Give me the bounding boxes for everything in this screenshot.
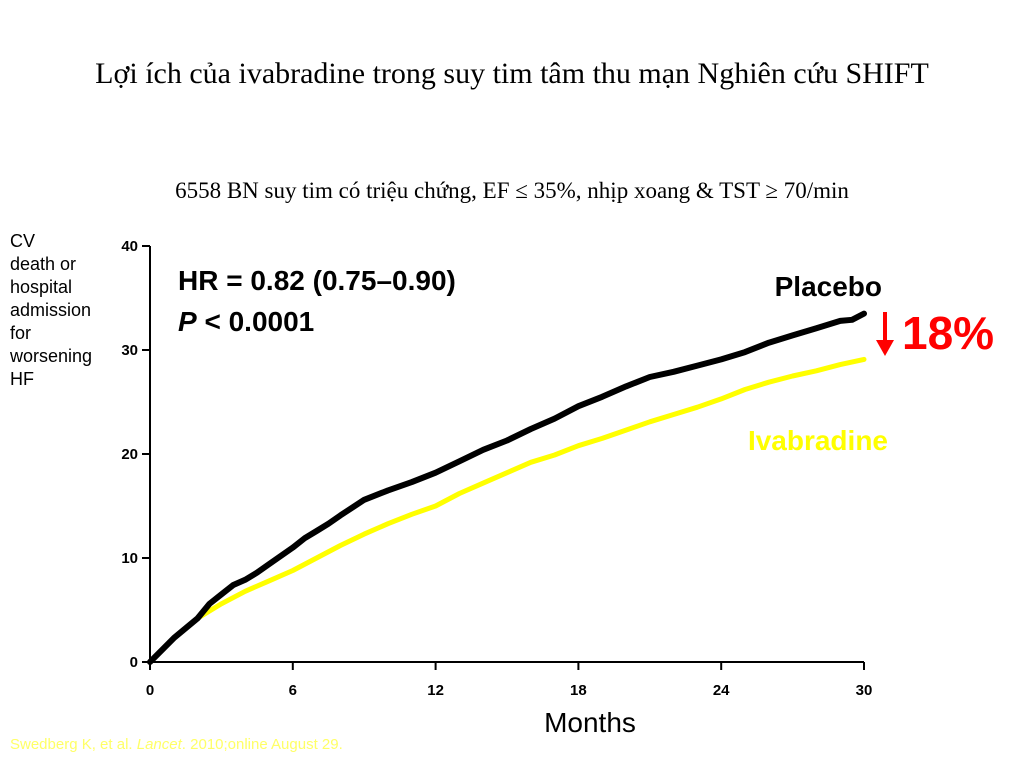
y-axis-label-line: for [10, 323, 32, 343]
chart-axes: 0 10 20 30 40 0 6 12 18 24 30 [121, 238, 872, 699]
y-tick-label: 0 [130, 654, 138, 671]
y-axis-label: CV death or hospital admission for worse… [10, 230, 120, 391]
y-axis-label-line: admission [10, 300, 92, 320]
x-axis-title: Months [544, 707, 636, 738]
x-tick-label: 24 [713, 682, 730, 699]
hazard-ratio-text: HR = 0.82 (0.75–0.90) [178, 265, 456, 296]
slide-subtitle: 6558 BN suy tim có triệu chứng, EF ≤ 35%… [175, 178, 849, 203]
x-tick-label: 0 [146, 682, 154, 699]
source-authors: Swedberg K, et al. [10, 736, 137, 753]
series-line-ivabradine [147, 356, 867, 665]
series-line-placebo [147, 310, 867, 665]
y-axis-label-line: CV [10, 231, 36, 251]
y-tick-label: 20 [121, 446, 138, 463]
y-axis-label-line: worsening [10, 346, 93, 366]
source-details: . 2010;online August 29. [181, 736, 343, 753]
y-axis-label-line: hospital [10, 277, 73, 297]
y-tick-label: 40 [121, 238, 138, 255]
x-tick-label: 6 [289, 682, 297, 699]
chart-series [147, 310, 867, 665]
series-label-placebo: Placebo [775, 271, 882, 302]
y-tick-label: 10 [121, 550, 138, 567]
source-citation: Swedberg K, et al. Lancet. 2010;online A… [10, 736, 343, 753]
down-arrow-icon [876, 312, 894, 356]
p-value: < 0.0001 [197, 306, 315, 337]
p-value-text: P < 0.0001 [178, 306, 314, 337]
reduction-percentage: 18% [902, 307, 994, 359]
series-label-ivabradine: Ivabradine [748, 425, 888, 456]
x-tick-label: 30 [856, 682, 873, 699]
p-symbol: P [178, 306, 197, 337]
y-tick-label: 30 [121, 342, 138, 359]
x-tick-label: 18 [570, 682, 587, 699]
slide-title: Lợi ích của ivabradine trong suy tim tâm… [95, 57, 929, 90]
x-tick-label: 12 [427, 682, 444, 699]
y-axis-label-line: HF [10, 369, 34, 389]
source-journal: Lancet [136, 736, 182, 753]
arrow-head [876, 340, 894, 356]
y-axis-label-line: death or [10, 254, 77, 274]
